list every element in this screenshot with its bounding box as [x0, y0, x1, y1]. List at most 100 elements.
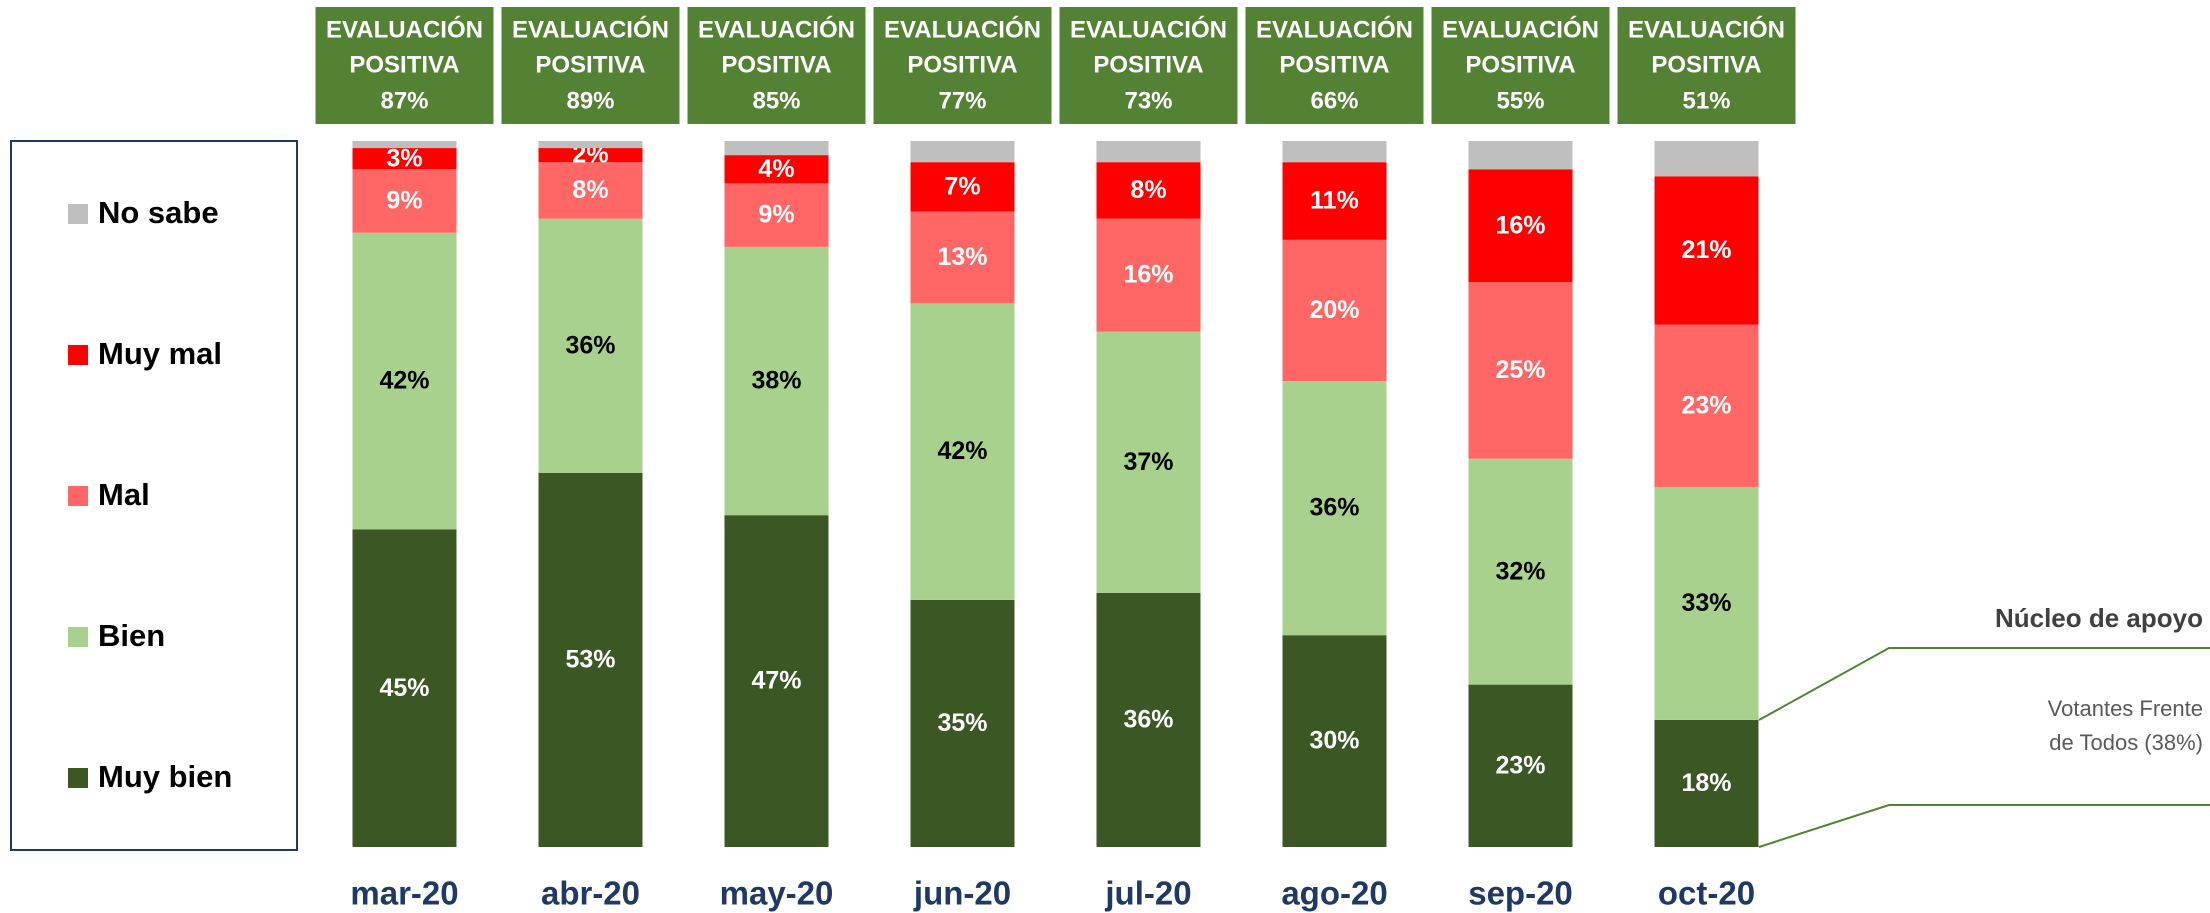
bar-segment: [910, 303, 1015, 600]
data-label: 36%: [1309, 494, 1359, 522]
bar-segment: [1468, 169, 1573, 283]
bar-segment: [1096, 331, 1201, 593]
header-label: POSITIVA: [1651, 51, 1761, 78]
data-label: 32%: [1495, 557, 1545, 585]
bar-segment: [352, 232, 457, 530]
bar-segment: [724, 515, 829, 847]
data-label: 33%: [1681, 589, 1731, 617]
bar-segment: [1654, 141, 1759, 177]
bar-segment: [724, 246, 829, 516]
bar-segment: [538, 162, 643, 219]
data-label: 30%: [1309, 727, 1359, 755]
data-label: 47%: [751, 667, 801, 695]
legend-swatch: [68, 204, 88, 224]
bar-segment: [1654, 719, 1759, 847]
bar-segment: [1096, 141, 1201, 163]
legend-box: [10, 140, 298, 851]
header-box: [1617, 7, 1796, 124]
x-tick-label: jun-20: [913, 875, 1011, 912]
header-label: POSITIVA: [721, 51, 831, 78]
data-label: 53%: [565, 646, 615, 674]
data-label: 8%: [572, 176, 608, 204]
data-label: 18%: [1681, 769, 1731, 797]
data-label: 21%: [1681, 236, 1731, 264]
bar-segment: [1096, 592, 1201, 847]
header-label: EVALUACIÓN: [1442, 15, 1599, 43]
bar-segment: [1282, 162, 1387, 240]
bar-segment: [1282, 141, 1387, 163]
data-label: 38%: [751, 367, 801, 395]
bar-segment: [724, 183, 829, 247]
bar-segment: [910, 211, 1015, 304]
data-label: 35%: [937, 709, 987, 737]
legend-swatch: [68, 345, 88, 365]
header-value: 77%: [938, 87, 986, 114]
data-label: 4%: [758, 155, 794, 183]
header-box: [315, 7, 494, 124]
legend-label: Muy mal: [98, 336, 222, 371]
legend-swatch: [68, 627, 88, 647]
header-label: POSITIVA: [907, 51, 1017, 78]
data-label: 42%: [379, 367, 429, 395]
header-value: 89%: [566, 87, 614, 114]
bar-segment: [1282, 635, 1387, 847]
legend-label: No sabe: [98, 195, 219, 230]
header-box: [687, 7, 866, 124]
x-tick-label: ago-20: [1281, 875, 1387, 912]
data-label: 45%: [379, 674, 429, 702]
header-value: 85%: [752, 87, 800, 114]
header-box: [1245, 7, 1424, 124]
annotation-text: de Todos (38%): [2049, 730, 2203, 755]
legend-swatch: [68, 768, 88, 788]
legend-label: Mal: [98, 477, 150, 512]
annotation-title: Núcleo de apoyo: [1995, 603, 2203, 633]
data-label: 16%: [1123, 261, 1173, 289]
bar-segment: [1654, 324, 1759, 487]
header-value: 55%: [1496, 87, 1544, 114]
bar-segment: [352, 169, 457, 233]
data-label: 16%: [1495, 211, 1545, 239]
header-label: POSITIVA: [1279, 51, 1389, 78]
bar-segment: [352, 529, 457, 847]
bar-segment: [352, 148, 457, 170]
header-label: EVALUACIÓN: [884, 15, 1041, 43]
x-tick-label: oct-20: [1658, 875, 1755, 912]
header-label: EVALUACIÓN: [698, 15, 855, 43]
data-label: 8%: [1130, 176, 1166, 204]
bar-segment: [1468, 282, 1573, 459]
bar-segment: [1096, 218, 1201, 332]
bar-segment: [1654, 176, 1759, 325]
bar-segment: [538, 472, 643, 847]
bar-segment: [1096, 162, 1201, 219]
header-label: EVALUACIÓN: [1628, 15, 1785, 43]
bracket-line: [1758, 647, 2210, 721]
data-label: 25%: [1495, 356, 1545, 384]
data-label: 3%: [386, 144, 422, 172]
header-box: [1431, 7, 1610, 124]
data-label: 23%: [1495, 751, 1545, 779]
data-label: 11%: [1310, 187, 1359, 215]
header-box: [501, 7, 680, 124]
header-box: [1059, 7, 1238, 124]
x-tick-label: mar-20: [350, 875, 458, 912]
x-tick-label: jul-20: [1104, 875, 1191, 912]
x-tick-label: sep-20: [1468, 875, 1573, 912]
x-tick-label: may-20: [720, 875, 834, 912]
header-value: 66%: [1310, 87, 1358, 114]
bar-segment: [1282, 239, 1387, 382]
data-label: 37%: [1123, 448, 1173, 476]
header-value: 87%: [380, 87, 428, 114]
bar-segment: [538, 218, 643, 473]
header-box: [873, 7, 1052, 124]
legend-swatch: [68, 486, 88, 506]
bar-segment: [352, 141, 457, 149]
bar-segment: [724, 155, 829, 184]
data-label: 36%: [565, 331, 615, 359]
header-value: 73%: [1124, 87, 1172, 114]
data-label: 7%: [944, 172, 980, 200]
bar-segment: [538, 141, 643, 149]
header-label: EVALUACIÓN: [512, 15, 669, 43]
data-label: 13%: [937, 243, 987, 271]
annotation-text: Votantes Frente: [2048, 696, 2203, 721]
